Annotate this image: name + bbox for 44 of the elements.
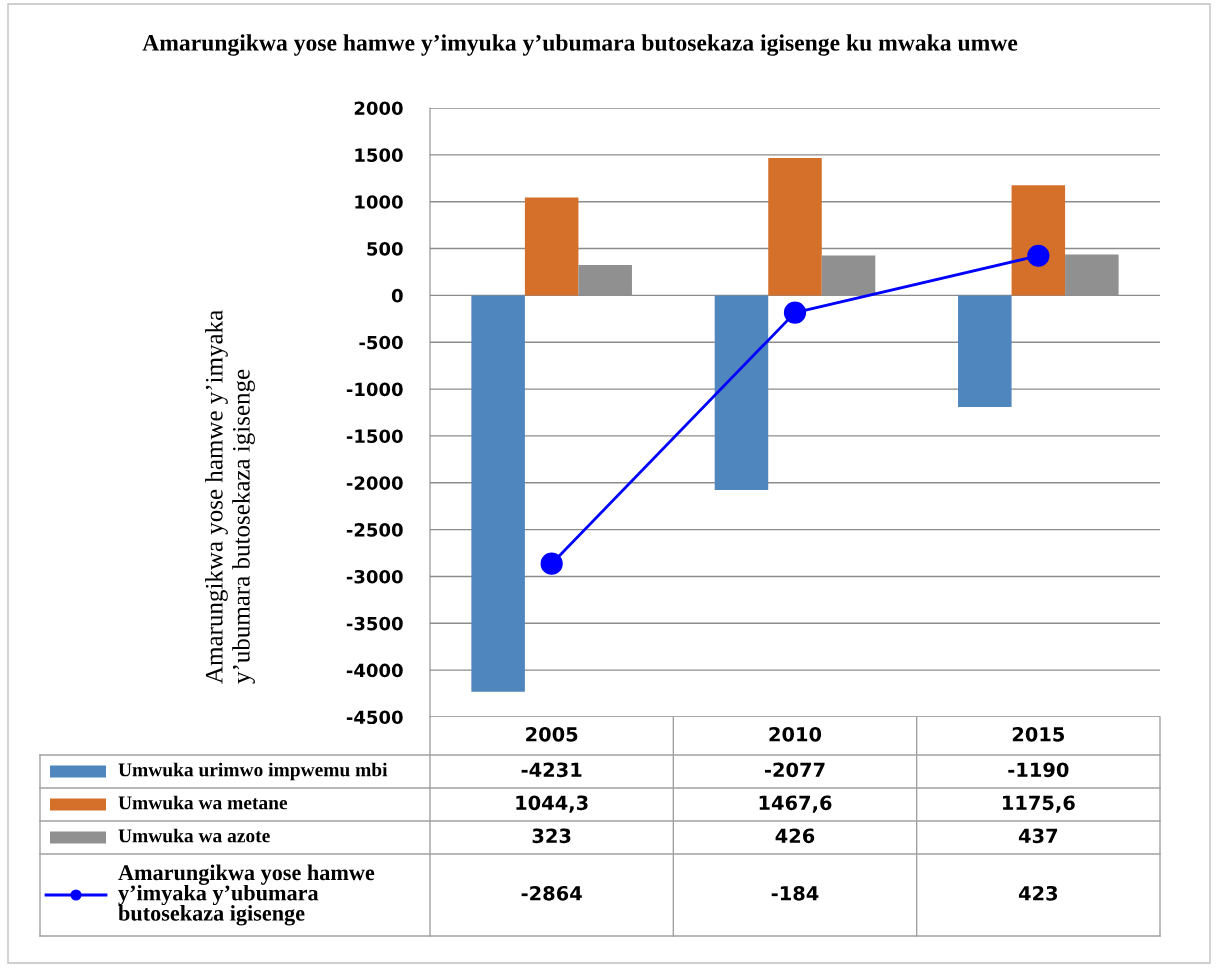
legend-label: Amarungikwa yose hamwe y’imyaka y’ubumara butosekaza igisenge [118, 864, 375, 926]
bar [1011, 185, 1066, 296]
bar [958, 295, 1012, 407]
data-label: -4231 [521, 762, 582, 778]
bar [714, 295, 769, 490]
x-tick-label: 2015 [1012, 726, 1065, 742]
y-axis-title: Amarungikwa yose hamwe y’imyaka y’ubumara butosekaza igisenge [205, 310, 255, 684]
point [540, 552, 563, 575]
point [783, 301, 807, 324]
data-label: 423 [1018, 885, 1058, 901]
y-tick-label: -1500 [346, 429, 403, 444]
y-tick-label: -2500 [346, 523, 403, 537]
data-label: 426 [775, 828, 815, 844]
data-label: -2864 [521, 885, 582, 901]
data-label: 1044,3 [516, 795, 588, 813]
y-tick-label: 1000 [355, 195, 403, 209]
y-tick-label: -500 [359, 335, 403, 350]
legend-label: Umwuka urimwo impwemu mbi [118, 762, 388, 781]
chart-title: Amarungikwa yose hamwe y’imyuka y’ubumara butosekaza igisenge ku mwaka umwe [142, 34, 1018, 56]
y-tick-label: -2000 [346, 476, 403, 490]
y-tick-label: -4000 [346, 663, 403, 678]
point [1027, 244, 1050, 267]
data-label: -1190 [1008, 762, 1069, 778]
y-tick-label: 2000 [354, 101, 403, 116]
data-label: 1467,6 [759, 795, 832, 813]
data-label: 1175,6 [1003, 795, 1075, 813]
y-tick-label: -1000 [346, 382, 403, 397]
bar [471, 295, 525, 692]
y-tick-label: 1500 [355, 148, 403, 162]
bar [524, 197, 579, 296]
bar [768, 157, 822, 296]
legend-label: Umwuka wa azote [118, 828, 270, 843]
data-label: -184 [771, 885, 819, 901]
legend-label: Umwuka wa metane [118, 795, 288, 810]
data-label: -2077 [764, 762, 825, 778]
data-label: 437 [1018, 828, 1058, 844]
y-tick-label: 500 [367, 242, 403, 256]
y-tick-label: -4500 [346, 710, 403, 725]
x-tick-label: 2005 [526, 726, 578, 742]
y-tick-label: -3000 [346, 569, 403, 584]
y-tick-label: -3500 [346, 616, 403, 631]
data-label: 323 [532, 828, 571, 844]
x-tick-label: 2010 [769, 726, 822, 742]
y-tick-label: 0 [391, 288, 403, 303]
